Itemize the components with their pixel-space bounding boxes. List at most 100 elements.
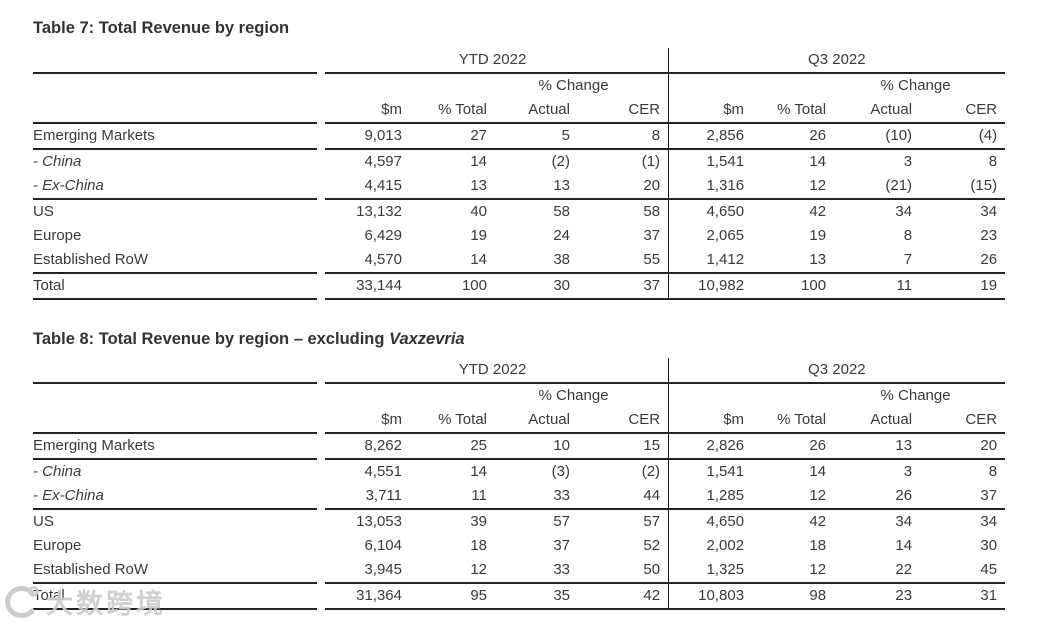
- ytd-value: 9,013: [325, 123, 402, 150]
- ytd-value: 58: [553, 203, 570, 220]
- col-header-ytd-actual: Actual: [487, 98, 570, 124]
- gap: [317, 408, 325, 433]
- ytd-value: 37: [570, 273, 661, 300]
- q3-value: 23: [826, 583, 913, 610]
- pct-change-label-ytd: % Change: [538, 77, 609, 94]
- col-header-ytd-dollar-m: $m: [325, 408, 402, 434]
- q3-value: 19: [809, 227, 827, 244]
- empty-cell: [33, 383, 317, 408]
- ytd-value: 13: [487, 174, 570, 200]
- gap: [317, 383, 325, 408]
- ytd-value: 42: [570, 583, 661, 610]
- q3-value: 12: [744, 558, 827, 584]
- q3-value: 13: [826, 433, 913, 460]
- ytd-value: 37: [553, 537, 570, 554]
- ytd-value: 13,053: [356, 513, 402, 530]
- gap: [660, 199, 668, 224]
- q3-value: (10): [826, 123, 913, 150]
- table-row: - Ex-China 4,415 13 13 20 1,316 12 (21) (15): [33, 174, 1006, 200]
- ytd-value: 4,551: [364, 463, 402, 480]
- q3-value: 1,325: [667, 558, 745, 584]
- q3-value: 23: [980, 227, 998, 244]
- q3-value: 1,285: [667, 484, 745, 510]
- col-header-ytd-pct-total: % Total: [402, 98, 487, 124]
- q3-value: 20: [912, 433, 1006, 460]
- col-header-q3-dollar-m: $m: [667, 408, 745, 434]
- ytd-value: 38: [487, 248, 570, 274]
- gap: [660, 98, 669, 124]
- ytd-value: 14: [470, 463, 487, 480]
- row-label: Emerging Markets: [33, 123, 317, 150]
- q3-value: 8: [988, 463, 998, 480]
- table8-body: Emerging Markets 8,262 25 10 15 2,826 26 13 20- …: [33, 433, 1006, 610]
- q3-value: 1,316: [667, 174, 745, 200]
- ytd-value: 57: [553, 513, 570, 530]
- gap: [317, 98, 325, 123]
- row-label: - China: [33, 463, 82, 480]
- col-header-q3-actual: Actual: [826, 98, 913, 124]
- table-row: US 13,132 40 58 58 4,650 42 34 34: [33, 199, 1005, 224]
- ytd-value: (2): [641, 463, 661, 480]
- gap: [660, 48, 669, 74]
- group-header-q3: Q3 2022: [667, 48, 1006, 74]
- table-row: Established RoW 4,570 14 38 55 1,412 13 7 26: [33, 248, 1006, 274]
- ytd-value: 8,262: [325, 433, 402, 460]
- q3-value: 1,541: [667, 459, 745, 484]
- ytd-value: 33,144: [325, 273, 402, 300]
- q3-value: 12: [744, 174, 827, 200]
- table8-title-text: Table 8: Total Revenue by region – exclu…: [33, 330, 390, 348]
- q3-value: 98: [744, 583, 827, 610]
- q3-value: 100: [744, 273, 827, 300]
- ytd-value: 4,570: [325, 248, 402, 274]
- gap: [660, 509, 668, 534]
- gap: [317, 459, 325, 484]
- group-header-row: YTD 2022 Q3 2022: [33, 48, 1006, 74]
- col-header-q3-pct-total: % Total: [744, 98, 827, 124]
- ytd-value: 13,132: [356, 203, 402, 220]
- row-label: Established RoW: [33, 248, 317, 274]
- q3-value: 22: [826, 558, 913, 584]
- gap: [660, 149, 668, 174]
- gap: [317, 224, 325, 248]
- ytd-value: 30: [487, 273, 570, 300]
- row-label: - China: [33, 153, 82, 170]
- q3-value: 4,650: [667, 509, 745, 534]
- q3-value: (21): [826, 174, 913, 200]
- ytd-value: 27: [402, 123, 487, 150]
- empty-cell: [402, 73, 487, 98]
- empty-cell: [402, 383, 487, 408]
- group-header-ytd: YTD 2022: [325, 48, 661, 74]
- ytd-value: 18: [470, 537, 487, 554]
- table-row: Emerging Markets 8,262 25 10 15 2,826 26 13 20: [33, 433, 1006, 460]
- row-label: Emerging Markets: [33, 433, 317, 460]
- gap: [660, 224, 668, 248]
- gap: [660, 123, 669, 150]
- empty-cell: [325, 73, 402, 98]
- ytd-value: 3,711: [325, 484, 402, 510]
- gap: [317, 484, 325, 509]
- q3-value: 7: [826, 248, 913, 274]
- ytd-value: 19: [470, 227, 487, 244]
- ytd-value: (2): [551, 153, 570, 170]
- ytd-value: 55: [570, 248, 661, 274]
- row-label: Established RoW: [33, 558, 317, 584]
- ytd-value: 100: [402, 273, 487, 300]
- gap: [317, 149, 325, 174]
- ytd-value: 15: [570, 433, 661, 460]
- ytd-value: 31,364: [325, 583, 402, 610]
- ytd-value: 14: [470, 153, 487, 170]
- q3-value: 10,803: [667, 583, 745, 610]
- gap: [660, 73, 668, 98]
- empty-cell: [33, 408, 317, 434]
- q3-value: 34: [895, 513, 913, 530]
- gap: [317, 509, 325, 534]
- ytd-value: 3,945: [325, 558, 402, 584]
- q3-value: (4): [912, 123, 1006, 150]
- table-row: - China 4,551 14 (3) (2) 1,541 14 3 8: [33, 459, 1005, 484]
- ytd-value: 44: [570, 484, 661, 510]
- q3-value: 34: [895, 203, 913, 220]
- gap: [660, 459, 668, 484]
- gap: [317, 534, 325, 558]
- ytd-value: 12: [402, 558, 487, 584]
- row-label: Europe: [33, 227, 82, 244]
